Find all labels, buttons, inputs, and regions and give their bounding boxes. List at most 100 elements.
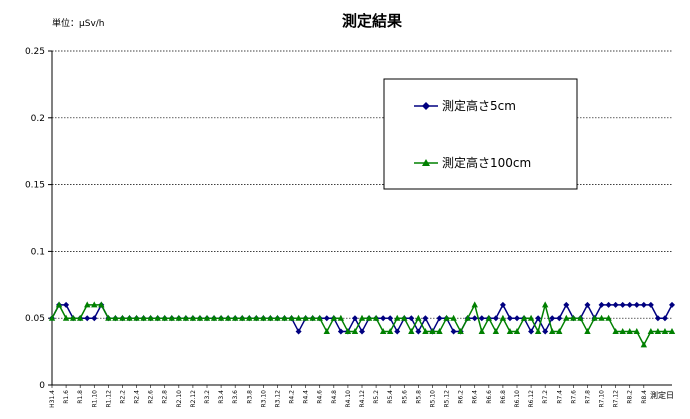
x-tick-label: R4.12 — [359, 390, 366, 408]
x-tick-label: R8.4 — [641, 390, 648, 404]
data-point-diamond — [380, 315, 387, 322]
data-point-triangle — [98, 301, 105, 308]
data-point-diamond — [408, 315, 415, 322]
data-point-diamond — [359, 328, 365, 335]
data-point-diamond — [626, 301, 633, 308]
x-tick-label: R6.10 — [514, 390, 521, 408]
data-point-triangle — [415, 314, 422, 321]
x-tick-label: R4.2 — [289, 390, 296, 404]
data-point-diamond — [598, 301, 605, 308]
data-point-triangle — [605, 314, 612, 321]
x-tick-label: R3.10 — [260, 390, 267, 408]
data-point-triangle — [274, 314, 281, 321]
data-point-diamond — [422, 315, 429, 322]
data-point-triangle — [471, 301, 478, 308]
data-point-triangle — [647, 328, 655, 335]
data-point-triangle — [224, 314, 232, 321]
data-point-triangle — [379, 328, 387, 335]
data-point-triangle — [337, 314, 345, 321]
x-tick-label: R7.10 — [599, 390, 606, 408]
data-point-diamond — [563, 301, 570, 308]
data-point-triangle — [640, 341, 648, 348]
data-point-diamond — [669, 301, 675, 308]
data-point-triangle — [598, 314, 605, 321]
y-tick-label: 0.1 — [31, 247, 45, 257]
data-point-triangle — [76, 314, 84, 321]
data-point-diamond — [337, 328, 344, 335]
x-tick-label: R2.4 — [134, 390, 141, 404]
data-point-triangle — [520, 314, 528, 321]
x-tick-label: R5.12 — [444, 390, 451, 408]
data-point-triangle — [217, 314, 225, 321]
legend-box — [383, 78, 578, 190]
x-tick-label: R6.8 — [500, 390, 507, 404]
data-point-triangle — [112, 314, 119, 321]
data-point-triangle — [182, 314, 190, 321]
data-point-diamond — [633, 301, 640, 308]
legend: 測定高さ5cm 測定高さ100cm — [383, 78, 578, 190]
data-point-triangle — [365, 314, 373, 321]
y-tick-label: 0.25 — [25, 47, 45, 57]
data-point-diamond — [605, 301, 612, 308]
data-point-triangle — [84, 301, 91, 308]
data-point-triangle — [584, 328, 591, 335]
data-point-diamond — [295, 328, 302, 335]
data-point-triangle — [429, 328, 436, 335]
data-point-diamond — [91, 315, 98, 322]
data-point-triangle — [386, 328, 394, 335]
data-point-diamond — [323, 315, 330, 322]
data-point-triangle — [492, 328, 500, 335]
data-point-triangle — [372, 314, 380, 321]
y-tick-label: 0 — [39, 381, 45, 391]
data-point-triangle — [358, 314, 366, 321]
x-tick-label: R7.6 — [570, 390, 577, 404]
legend-marker-triangle-icon — [422, 159, 430, 166]
data-point-triangle — [464, 314, 471, 321]
data-point-triangle — [69, 314, 77, 321]
data-point-diamond — [640, 301, 647, 308]
x-tick-label: R6.12 — [528, 390, 535, 408]
x-tick-label: R7.12 — [613, 390, 620, 408]
x-tick-label: R3.6 — [232, 390, 239, 404]
grid — [52, 50, 672, 319]
data-point-triangle — [253, 314, 260, 321]
data-point-diamond — [450, 328, 457, 335]
data-point-diamond — [654, 315, 661, 322]
x-tick-label: R2.2 — [119, 390, 126, 404]
data-point-triangle — [513, 328, 521, 335]
series — [48, 301, 676, 348]
data-point-diamond — [514, 315, 520, 322]
data-point-triangle — [126, 314, 133, 321]
x-tick-label: R1.10 — [91, 390, 98, 408]
data-point-triangle — [527, 314, 535, 321]
data-point-triangle — [485, 314, 493, 321]
data-point-triangle — [422, 328, 429, 335]
data-point-triangle — [267, 314, 274, 321]
data-point-triangle — [316, 314, 323, 321]
data-point-triangle — [203, 314, 211, 321]
data-point-triangle — [154, 314, 161, 321]
data-point-triangle — [133, 314, 140, 321]
data-point-triangle — [506, 328, 514, 335]
series-line-2 — [51, 301, 672, 347]
data-point-triangle — [570, 314, 577, 321]
data-point-diamond — [542, 328, 549, 335]
data-point-triangle — [210, 314, 218, 321]
data-point-diamond — [84, 315, 91, 322]
x-tick-label: R4.4 — [303, 390, 310, 404]
data-point-triangle — [661, 328, 669, 335]
data-point-triangle — [563, 314, 570, 321]
x-tick-label: R5.8 — [415, 390, 422, 404]
data-point-triangle — [161, 314, 168, 321]
data-point-diamond — [478, 315, 485, 322]
data-point-diamond — [351, 315, 358, 322]
data-point-triangle — [168, 314, 175, 321]
data-point-diamond — [549, 315, 556, 322]
legend-label-5cm: 測定高さ5cm — [442, 98, 516, 113]
x-tick-label: R5.4 — [387, 390, 394, 404]
x-tick-label: R4.8 — [331, 390, 338, 404]
data-point-diamond — [612, 301, 619, 308]
data-point-triangle — [330, 314, 338, 321]
data-point-diamond — [436, 315, 443, 322]
